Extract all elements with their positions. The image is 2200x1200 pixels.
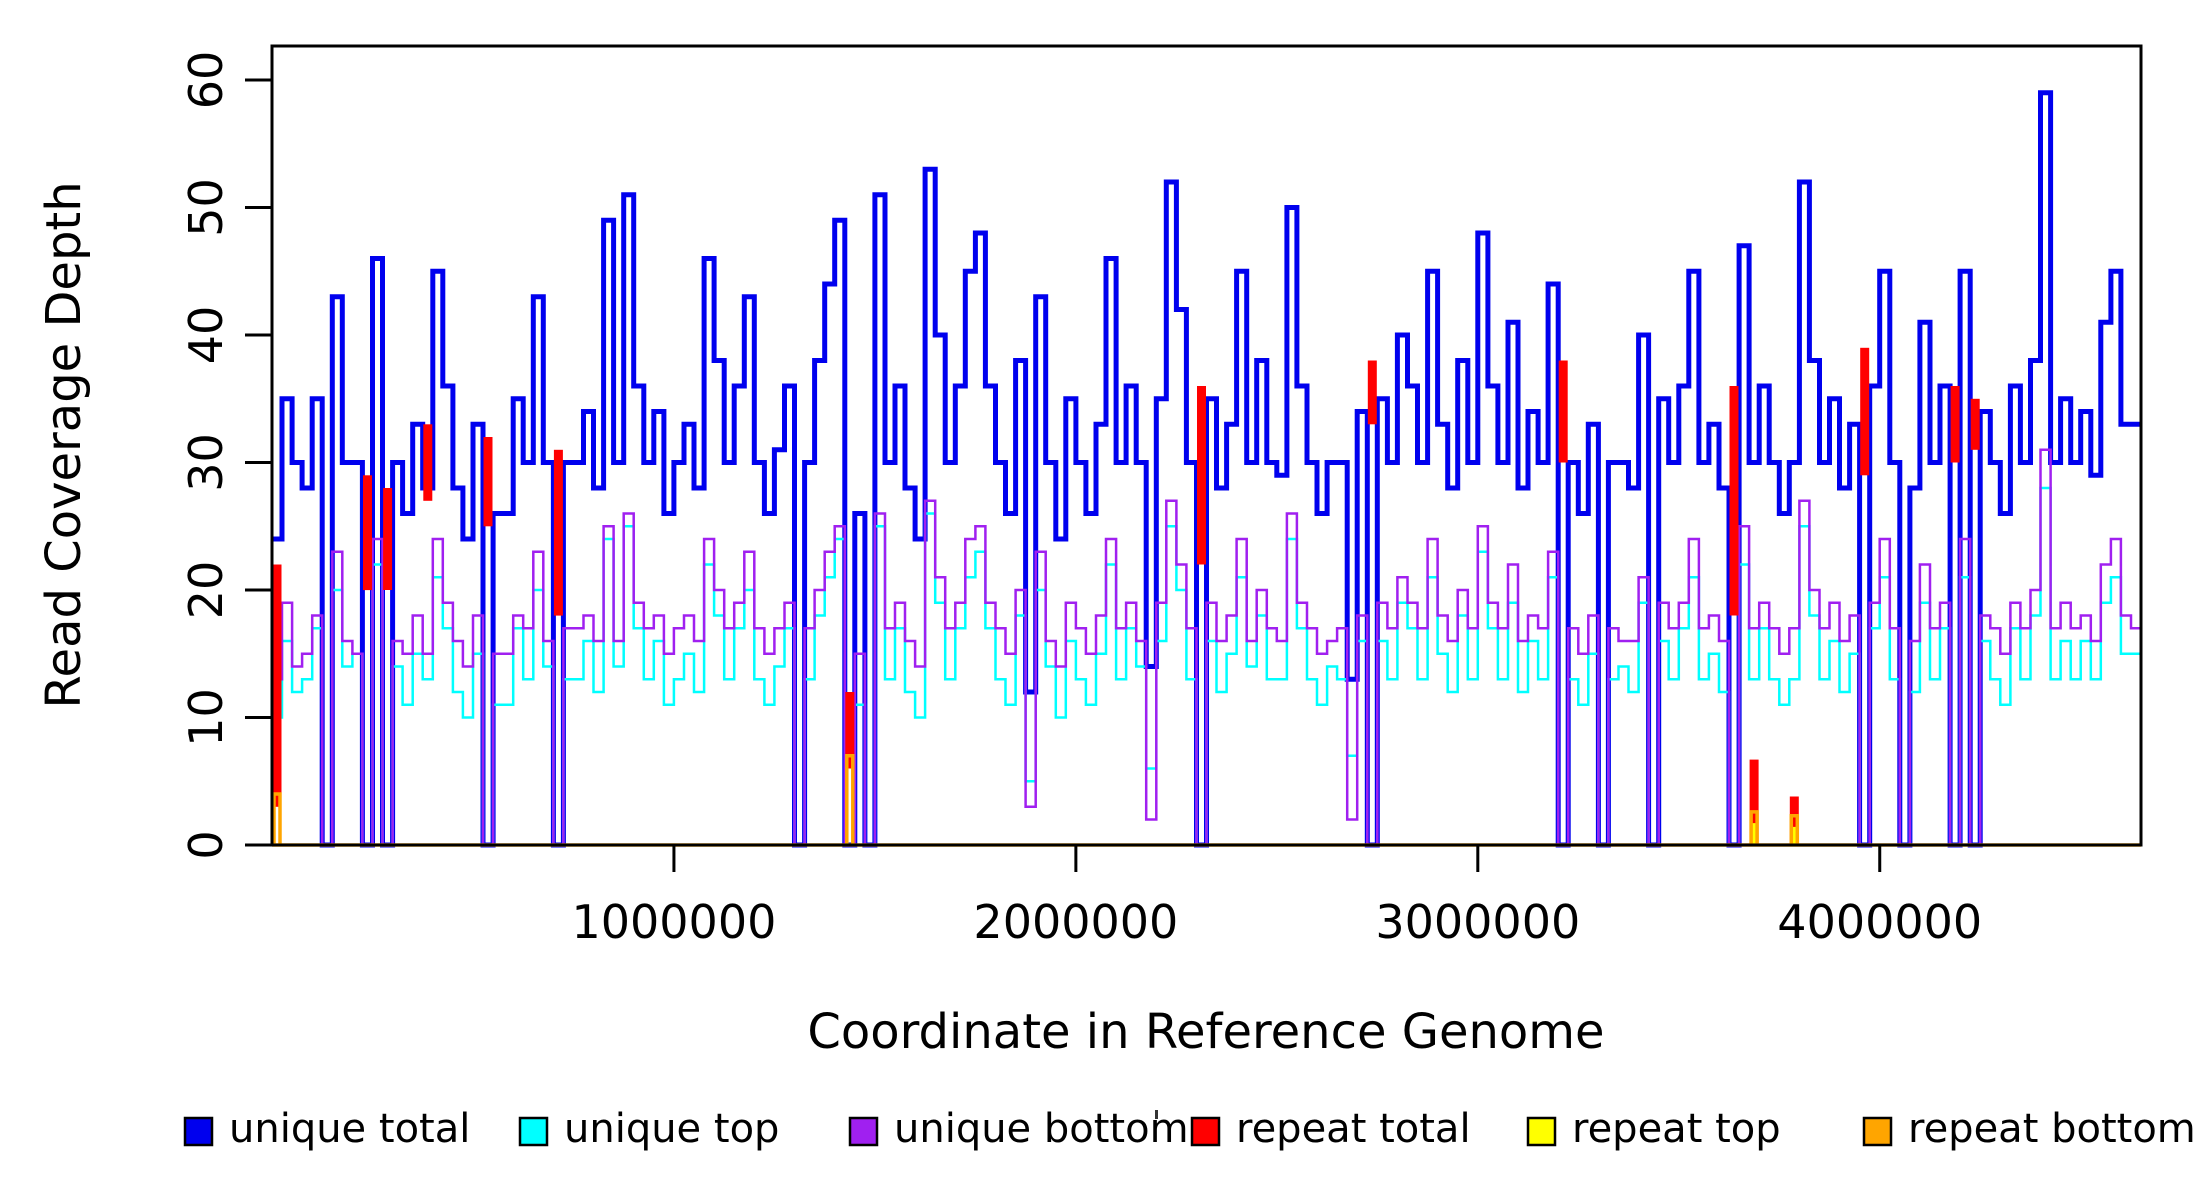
repeat-total-spike [272, 564, 282, 807]
repeat-total-spike [1729, 386, 1739, 616]
y-tick-label: 40 [179, 306, 233, 365]
legend-label: unique bottom [894, 1106, 1189, 1152]
stray-mark [1155, 1110, 1158, 1119]
y-axis-title: Read Coverage Depth [36, 181, 92, 708]
legend-label: repeat top [1572, 1106, 1781, 1152]
repeat-total-spike [1367, 360, 1377, 425]
legend-item-repeat-total: repeat total [1190, 1106, 1471, 1152]
series-layer [272, 90, 2141, 848]
legend-item-repeat-bottom: repeat bottom [1862, 1106, 2196, 1152]
legend-item-unique-top: unique top [518, 1106, 779, 1152]
repeat-total-spike [363, 475, 372, 591]
repeat-total-spike [1860, 347, 1870, 476]
x-tick-label: 2000000 [973, 895, 1178, 949]
repeat-bottom-spike [1789, 813, 1800, 845]
series-line-unique-bottom [272, 448, 2141, 847]
repeat-bottom-spike [272, 792, 282, 845]
repeat-total-spike [1970, 398, 1980, 450]
repeat-total-spike [1749, 759, 1759, 845]
x-axis: 1000000 2000000 3000000 4000000 [571, 845, 1982, 949]
repeat-total-spike [1558, 360, 1568, 463]
repeat-total-spike [845, 692, 855, 769]
legend-label: unique top [564, 1106, 779, 1152]
legend-swatch-unique-total [183, 1116, 214, 1147]
legend: unique total unique top unique bottom repea… [183, 1106, 2196, 1152]
repeat-total-spike [483, 437, 493, 527]
repeat-total-spike [383, 488, 393, 590]
y-tick-label: 10 [179, 688, 233, 747]
legend-swatch-repeat-total [1190, 1116, 1221, 1147]
legend-swatch-unique-top [518, 1116, 549, 1147]
x-tick-label: 4000000 [1777, 895, 1982, 949]
repeat-top-spike [1751, 823, 1757, 845]
x-tick-label: 1000000 [571, 895, 776, 949]
legend-swatch-repeat-top [1526, 1116, 1557, 1147]
legend-item-unique-bottom: unique bottom [848, 1106, 1189, 1152]
repeat-total-spike [553, 449, 563, 616]
y-tick-label: 50 [179, 178, 233, 237]
y-tick-label: 20 [179, 561, 233, 620]
y-tick-label: 60 [179, 51, 233, 110]
legend-label: repeat total [1236, 1106, 1471, 1152]
repeat-bottom-spike [845, 754, 855, 845]
repeat-total-spike [1197, 386, 1206, 565]
y-axis: 0 10 20 30 40 50 60 [179, 51, 272, 860]
repeat-top-spike [1791, 826, 1797, 845]
repeat-total-spike [1789, 796, 1799, 845]
y-tick-label: 0 [179, 830, 233, 859]
legend-label: unique total [229, 1106, 470, 1152]
x-axis-title: Coordinate in Reference Genome [807, 1004, 1604, 1060]
repeat-bottom-spike [1749, 810, 1759, 845]
legend-item-repeat-top: repeat top [1526, 1106, 1781, 1152]
y-tick-label: 30 [179, 433, 233, 492]
repeat-total-spike [1950, 386, 1960, 463]
legend-swatch-unique-bottom [848, 1116, 879, 1147]
series-repeat-total [272, 347, 1980, 845]
repeat-total-spike [423, 424, 433, 501]
legend-label: repeat bottom [1908, 1106, 2196, 1152]
plot-border [270, 44, 2143, 847]
series-unique-bottom [272, 448, 2141, 847]
legend-swatch-repeat-bottom [1862, 1116, 1893, 1147]
x-tick-label: 3000000 [1375, 895, 1580, 949]
legend-item-unique-total: unique total [183, 1106, 470, 1152]
